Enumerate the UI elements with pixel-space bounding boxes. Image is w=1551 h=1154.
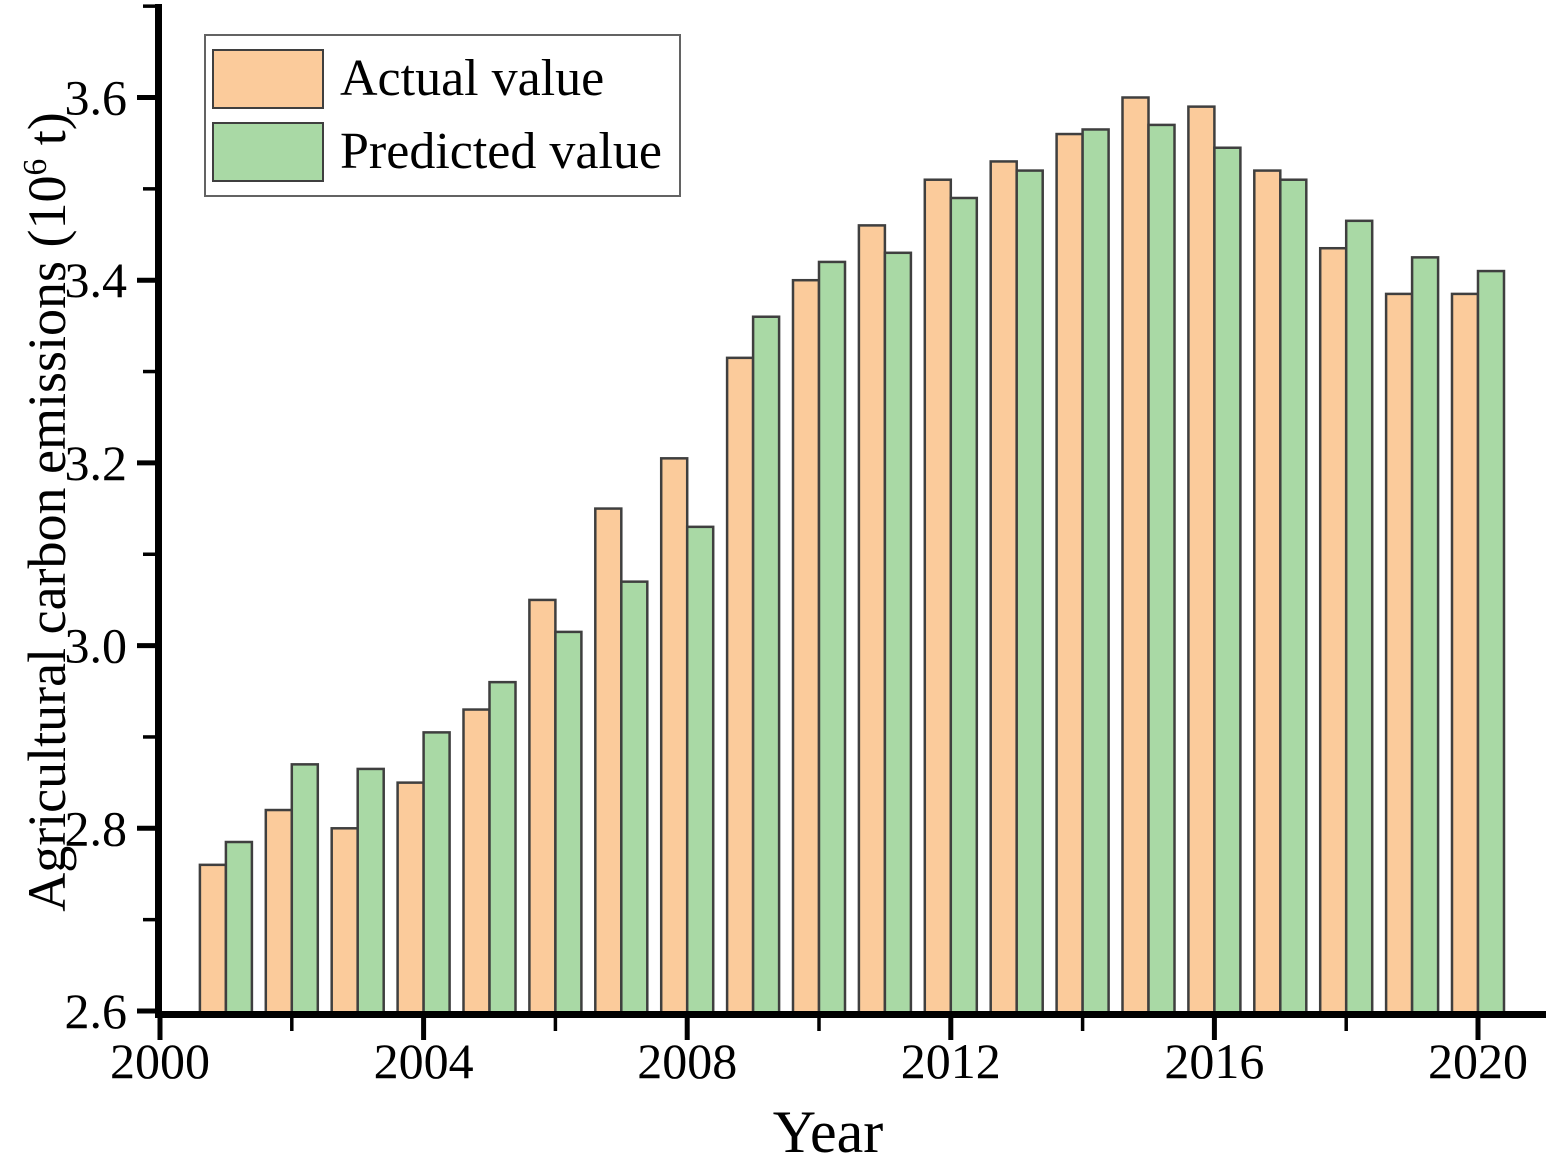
bar-actual-2016	[1187, 105, 1216, 1016]
y-axis-title-unit: t)	[17, 112, 77, 159]
bar-predicted-2017	[1279, 178, 1308, 1016]
bar-predicted-2003	[356, 767, 385, 1016]
bar-actual-2003	[330, 827, 359, 1016]
x-tick-label-2012: 2012	[901, 1033, 1001, 1089]
bar-predicted-2009	[751, 315, 781, 1016]
legend-label-actual: Actual value	[340, 50, 605, 107]
legend-label-predicted: Predicted value	[340, 123, 662, 180]
bar-predicted-2005	[488, 680, 517, 1016]
legend: Actual value Predicted value	[204, 34, 681, 197]
bar-actual-2015	[1121, 96, 1150, 1016]
bar-actual-2004	[396, 781, 425, 1016]
x-tick-label-2016: 2016	[1164, 1033, 1264, 1089]
bar-actual-2005	[462, 708, 491, 1016]
bar-predicted-2008	[685, 525, 715, 1016]
bar-actual-2002	[264, 808, 294, 1016]
bar-predicted-2015	[1147, 123, 1176, 1016]
bar-predicted-2020	[1476, 269, 1506, 1016]
bar-predicted-2001	[224, 840, 254, 1016]
bar-predicted-2002	[290, 763, 320, 1016]
bar-actual-2007	[594, 507, 623, 1016]
bar-actual-2014	[1055, 132, 1084, 1016]
bar-actual-2006	[528, 598, 557, 1016]
bar-predicted-2018	[1344, 219, 1374, 1016]
bar-actual-2008	[659, 457, 689, 1016]
bar-predicted-2019	[1410, 256, 1440, 1016]
y-tick-label-3.6: 3.6	[65, 70, 128, 126]
bar-predicted-2013	[1015, 169, 1044, 1016]
bar-actual-2012	[923, 178, 953, 1016]
legend-item-predicted: Predicted value	[212, 122, 679, 182]
bar-actual-2017	[1253, 169, 1282, 1016]
bar-actual-2010	[791, 278, 821, 1016]
y-axis-title-text: Agricultural carbon emissions (10	[17, 175, 77, 912]
x-axis-title: Year	[772, 1099, 884, 1154]
bar-predicted-2007	[620, 580, 649, 1016]
bar-predicted-2016	[1213, 146, 1242, 1016]
y-tick-label-2.6: 2.6	[65, 983, 128, 1039]
legend-item-actual: Actual value	[212, 49, 679, 109]
bar-actual-2020	[1450, 292, 1480, 1016]
x-tick-label-2004: 2004	[374, 1033, 474, 1089]
bar-actual-2011	[857, 224, 887, 1016]
legend-swatch-predicted	[212, 122, 324, 182]
y-axis-title: Agricultural carbon emissions (106 t)	[13, 2, 81, 1022]
y-tick-label-3.0: 3.0	[65, 618, 128, 674]
bar-predicted-2004	[422, 731, 451, 1016]
bar-predicted-2006	[554, 630, 583, 1016]
x-tick-label-2020: 2020	[1428, 1033, 1528, 1089]
bar-predicted-2012	[949, 196, 979, 1016]
y-tick-label-2.8: 2.8	[65, 800, 128, 856]
bar-predicted-2010	[817, 260, 847, 1016]
bar-actual-2009	[725, 356, 755, 1016]
bar-actual-2019	[1384, 292, 1414, 1016]
bar-actual-2018	[1318, 246, 1348, 1016]
x-tick-label-2008: 2008	[637, 1033, 737, 1089]
y-tick-label-3.4: 3.4	[65, 252, 128, 308]
bar-actual-2013	[989, 160, 1018, 1016]
bar-predicted-2011	[883, 251, 913, 1016]
x-tick-label-2000: 2000	[110, 1033, 210, 1089]
bar-predicted-2014	[1081, 128, 1110, 1016]
y-tick-label-3.2: 3.2	[65, 435, 128, 491]
bar-actual-2001	[198, 863, 228, 1016]
y-axis-title-superscript: 6	[17, 158, 54, 176]
legend-swatch-actual	[212, 49, 324, 109]
